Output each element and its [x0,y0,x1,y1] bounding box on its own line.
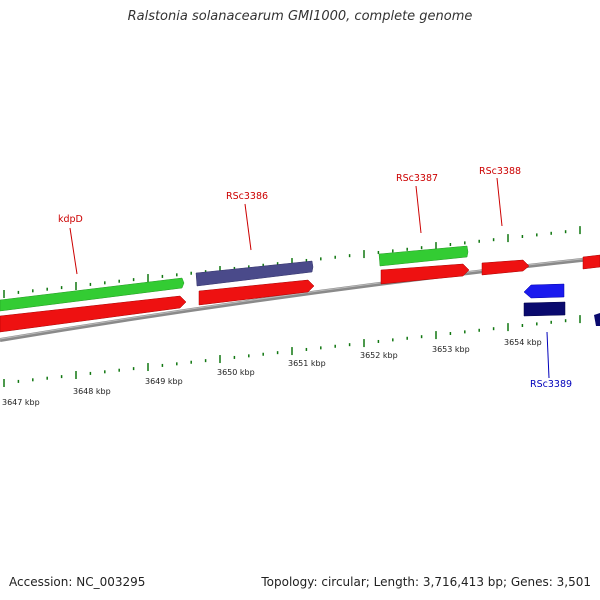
gene-label-rsc3386[interactable]: RSc3386 [226,191,268,202]
gene-label-kdpd[interactable]: kdpD [58,214,83,225]
scale-label-3647: 3647 kbp [2,398,40,407]
accession-label: Accession: NC_003295 [9,575,146,589]
scale-label-3649: 3649 kbp [145,377,183,386]
gene-label-rsc3387[interactable]: RSc3387 [396,173,438,184]
rsc3386-label-leader [244,203,252,251]
rsc3387-label-leader [415,185,422,234]
gene-rsc3387-green-feature[interactable] [378,245,469,267]
gene-rsc3389-navy-feature[interactable] [523,301,566,317]
scale-label-3651: 3651 kbp [288,359,326,368]
gene-rsc3386-red-feature[interactable] [198,279,315,306]
gene-rsc3387-red-feature[interactable] [380,263,470,285]
rsc3389-label-leader [546,331,550,379]
scale-label-3653: 3653 kbp [432,345,470,354]
gene-kdpd-green-feature[interactable] [0,277,185,312]
genome-title: Ralstonia solanacearum GMI1000, complete… [127,9,473,24]
genome-summary: Topology: circular; Length: 3,716,413 bp… [261,575,591,589]
scale-label-3648: 3648 kbp [73,387,111,396]
scale-label-3654: 3654 kbp [504,338,542,347]
gene-label-rsc3389[interactable]: RSc3389 [530,379,572,390]
gene-rsc3386-purple-feature[interactable] [195,260,314,287]
gene-rsc3388-red-feature[interactable] [481,259,530,276]
gene-next-red-feature[interactable] [582,254,600,270]
scale-label-3650: 3650 kbp [217,368,255,377]
gene-rsc3389-blue-feature[interactable] [523,283,565,299]
gene-label-rsc3388[interactable]: RSc3388 [479,166,521,177]
kdpd-label-leader [69,227,78,275]
lower-tick-track [3,315,581,387]
gene-kdpd-red-feature[interactable] [0,295,187,333]
scale-label-3652: 3652 kbp [360,351,398,360]
rsc3388-label-leader [496,177,503,227]
gene-next-right-feature[interactable] [594,313,600,326]
